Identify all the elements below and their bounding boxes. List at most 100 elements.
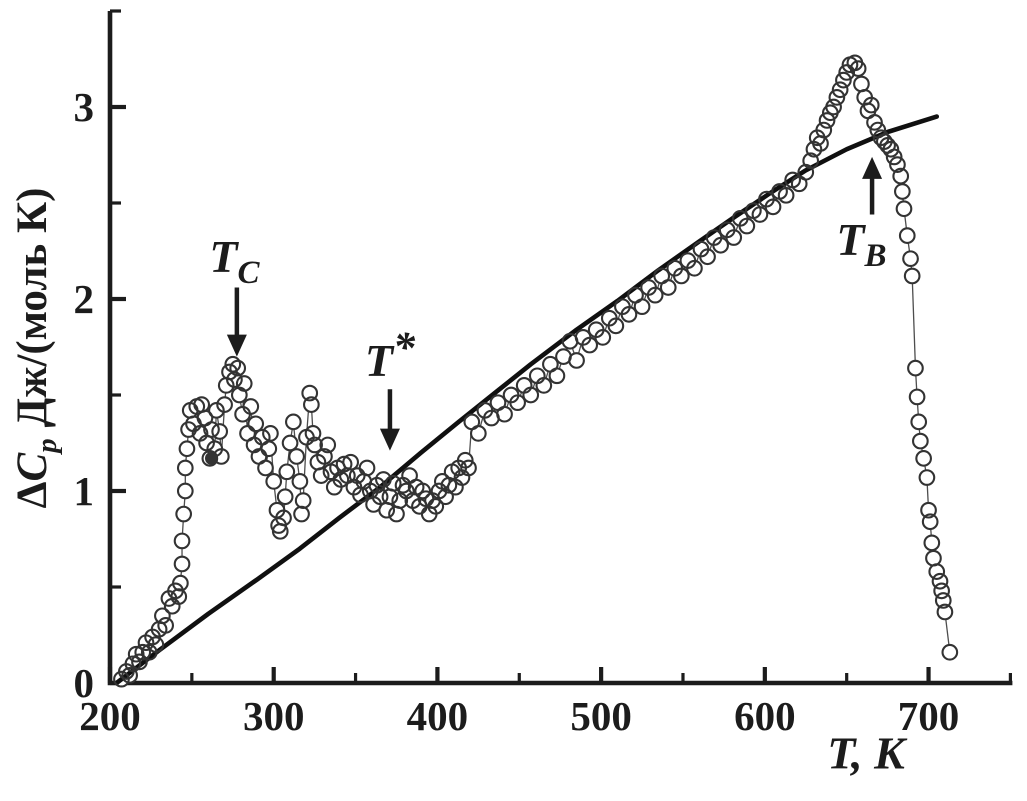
data-point — [203, 421, 220, 438]
data-point — [581, 336, 599, 354]
data-point — [294, 492, 312, 509]
annotation-Tb-label: TB — [836, 214, 886, 274]
data-point — [941, 643, 959, 661]
data-point — [535, 377, 553, 394]
data-point — [304, 425, 322, 442]
x-tick-labels: 200 300 400 500 600 700 — [79, 693, 959, 739]
x-tick-label: 700 — [898, 693, 960, 739]
annotation-Tb-arrow-head — [862, 156, 883, 179]
x-tick-label: 500 — [570, 693, 632, 739]
data-point — [818, 112, 836, 129]
data-point — [319, 436, 337, 454]
data-point — [686, 259, 703, 277]
data-point — [303, 396, 320, 413]
data-point — [371, 488, 389, 506]
data-point — [802, 152, 820, 170]
annotation-Tb: TB — [836, 156, 886, 274]
data-point — [306, 436, 323, 454]
data-point — [548, 367, 566, 385]
data-point — [469, 425, 487, 442]
data-point — [866, 114, 883, 131]
data-point — [898, 227, 916, 244]
scatter-series — [113, 54, 959, 688]
data-point — [414, 482, 432, 500]
annotation-Tc: TC — [209, 231, 260, 357]
y-tick-label: 1 — [74, 468, 95, 514]
data-point — [594, 329, 612, 346]
axes — [107, 11, 1013, 686]
data-point — [229, 359, 247, 377]
data-point — [342, 453, 360, 471]
y-tick-labels: 0 1 2 3 — [74, 84, 95, 706]
data-point — [176, 482, 194, 500]
data-point — [127, 645, 145, 663]
data-point — [907, 359, 924, 377]
data-point — [633, 298, 651, 316]
data-point — [281, 434, 299, 452]
data-point — [157, 617, 175, 634]
data-point — [764, 198, 782, 216]
data-point — [910, 413, 928, 431]
data-point — [862, 96, 880, 114]
data-point — [903, 267, 921, 285]
data-point — [915, 450, 932, 467]
data-point — [257, 459, 274, 477]
data-point — [173, 555, 191, 573]
y-tick-label: 2 — [74, 276, 95, 322]
data-point — [838, 64, 856, 81]
y-tick-label: 0 — [74, 660, 95, 706]
y-tick-label: 3 — [74, 84, 95, 130]
data-point — [456, 451, 474, 469]
data-point — [262, 425, 279, 442]
data-point — [180, 421, 197, 438]
annotation-Tstar-arrow-head — [379, 428, 400, 451]
data-point — [699, 248, 716, 266]
data-point — [211, 423, 229, 440]
data-point — [568, 352, 585, 369]
data-point — [751, 206, 769, 223]
annotation-Tstar-label: T* — [365, 323, 416, 386]
data-point — [460, 459, 477, 477]
data-point — [172, 574, 189, 592]
x-tick-label: 300 — [243, 693, 305, 739]
data-point — [175, 505, 193, 523]
data-point — [912, 432, 929, 450]
data-point — [247, 415, 265, 433]
quantity-symbol: C — [9, 452, 57, 482]
data-point — [173, 532, 191, 550]
data-point — [921, 513, 939, 531]
data-point — [335, 455, 353, 473]
data-point — [288, 448, 305, 465]
data-point — [928, 563, 946, 580]
annotation-Tc-arrow-head — [226, 334, 247, 357]
data-point — [672, 267, 690, 285]
data-point — [933, 582, 950, 600]
data-point — [384, 474, 402, 492]
data-point — [712, 236, 729, 254]
data-point — [607, 317, 625, 335]
x-tick-label: 600 — [734, 693, 796, 739]
data-point — [509, 394, 526, 412]
data-point — [278, 463, 296, 481]
data-point — [646, 286, 664, 304]
data-point — [178, 440, 196, 458]
data-point — [918, 469, 936, 486]
data-point — [620, 306, 638, 323]
data-point — [285, 413, 302, 431]
data-point — [134, 643, 152, 661]
data-point — [121, 666, 138, 684]
data-point — [828, 89, 846, 106]
data-point — [522, 386, 540, 404]
data-point — [835, 71, 852, 89]
data-point — [936, 603, 954, 621]
data-point — [931, 572, 949, 590]
data-point — [902, 250, 919, 268]
y-axis-units: Дж/(моль К) — [9, 187, 57, 428]
x-tick-label: 400 — [407, 693, 469, 739]
data-point — [496, 405, 513, 423]
data-point — [831, 81, 849, 99]
data-point — [889, 156, 906, 173]
delta-symbol: Δ — [9, 481, 57, 509]
data-point — [777, 186, 795, 204]
